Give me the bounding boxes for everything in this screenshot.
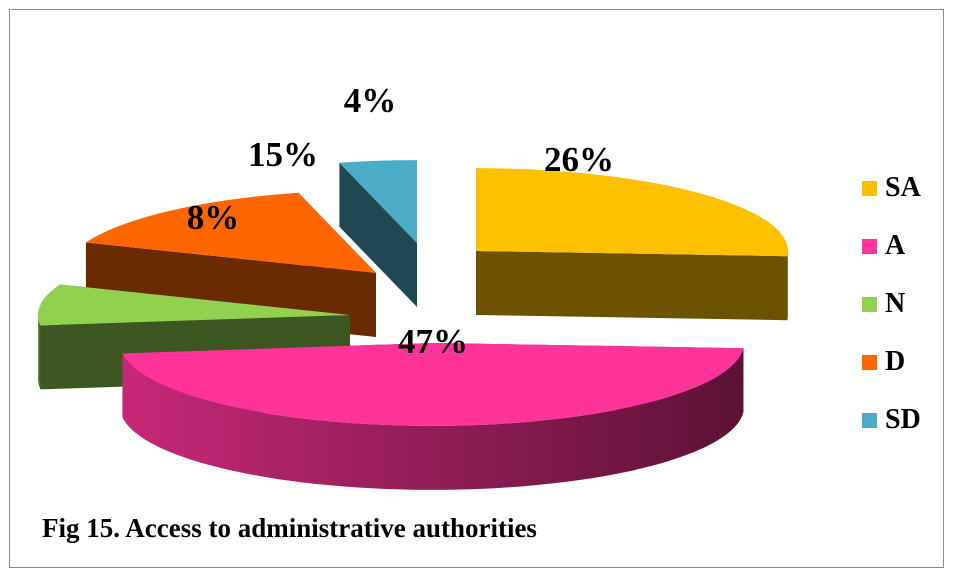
- legend-label: SD: [885, 404, 921, 435]
- data-label-sa: 26%: [544, 140, 614, 179]
- pie-slice-sd: [339, 160, 417, 307]
- data-label-d: 15%: [248, 135, 318, 174]
- figure-caption: Fig 15. Access to administrative authori…: [42, 513, 537, 543]
- data-label-sd: 4%: [344, 81, 397, 120]
- data-label-a: 47%: [398, 322, 468, 361]
- legend-label: A: [885, 230, 906, 261]
- legend-label: SA: [885, 172, 921, 203]
- legend-swatch: [862, 413, 877, 428]
- pie-slice-sa: [476, 168, 788, 321]
- legend-swatch: [862, 181, 877, 196]
- legend-swatch: [862, 297, 877, 312]
- legend-swatch: [862, 355, 877, 370]
- legend-swatch: [862, 239, 877, 254]
- data-label-n: 8%: [187, 198, 240, 237]
- legend-label: D: [885, 346, 906, 377]
- legend-label: N: [885, 288, 906, 319]
- pie-slice-a: [122, 343, 744, 490]
